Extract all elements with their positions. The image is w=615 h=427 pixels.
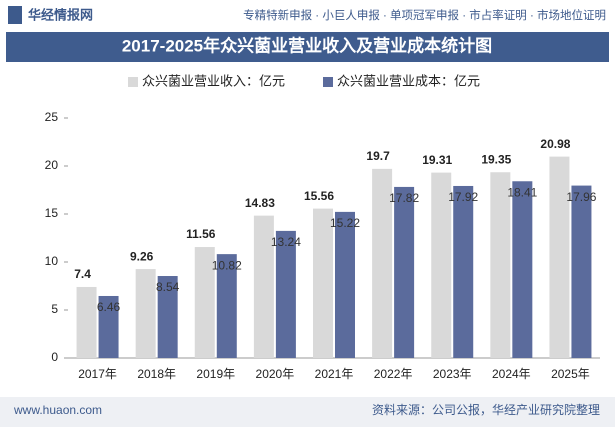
- value-label: 7.4: [74, 267, 91, 281]
- bar: [76, 286, 97, 358]
- value-label: 11.56: [186, 227, 216, 241]
- value-label: 19.31: [422, 153, 452, 167]
- bar: [216, 254, 237, 358]
- bar: [453, 185, 474, 358]
- bar: [490, 172, 511, 358]
- value-label: 19.7: [366, 149, 390, 163]
- x-tick-label: 2017年: [78, 367, 117, 381]
- value-label: 6.46: [97, 300, 121, 314]
- value-label: 10.82: [212, 258, 242, 272]
- x-tick-label: 2021年: [315, 367, 354, 381]
- x-tick-label: 2024年: [492, 367, 531, 381]
- value-label: 18.41: [507, 185, 537, 199]
- bar: [431, 172, 452, 358]
- value-label: 15.56: [304, 189, 334, 203]
- header-links[interactable]: 专精特新申报 · 小巨人申报 · 单项冠军申报 · 市占率证明 · 市场地位证明: [243, 8, 606, 22]
- value-label: 17.96: [566, 190, 596, 204]
- site-name: 华经情报网: [28, 7, 93, 22]
- y-tick-label: 0: [51, 350, 58, 364]
- y-tick-label: 5: [51, 302, 58, 316]
- value-label: 19.35: [481, 152, 511, 166]
- legend-swatch: [323, 77, 333, 87]
- bar: [394, 186, 415, 358]
- bar: [253, 215, 274, 358]
- y-tick-label: 15: [45, 206, 59, 220]
- value-label: 17.92: [448, 190, 478, 204]
- x-tick-label: 2018年: [137, 367, 176, 381]
- value-label: 15.22: [330, 216, 360, 230]
- legend-swatch: [128, 77, 138, 87]
- bar: [194, 247, 215, 358]
- value-label: 17.82: [389, 191, 419, 205]
- chart-title: 2017-2025年众兴菌业营业收入及营业成本统计图: [122, 35, 492, 55]
- value-label: 14.83: [245, 196, 275, 210]
- footer-url[interactable]: www.huaon.com: [13, 403, 102, 417]
- bar: [335, 211, 355, 358]
- y-tick-label: 10: [45, 254, 59, 268]
- logo: [8, 6, 22, 24]
- legend-label: 众兴菌业营业收入：亿元: [142, 73, 285, 88]
- x-tick-label: 2023年: [433, 367, 472, 381]
- y-tick-label: 20: [45, 158, 59, 172]
- legend-label: 众兴菌业营业成本：亿元: [337, 73, 480, 88]
- value-label: 9.26: [130, 249, 154, 263]
- bar: [157, 276, 178, 358]
- bar: [135, 269, 156, 358]
- bar: [512, 181, 533, 358]
- x-tick-label: 2022年: [374, 367, 413, 381]
- footer-bar: [0, 397, 615, 427]
- bar: [571, 185, 592, 358]
- bar: [549, 156, 570, 358]
- bar: [98, 295, 119, 358]
- x-tick-label: 2020年: [256, 367, 295, 381]
- value-label: 8.54: [156, 280, 180, 294]
- title-bar: [6, 32, 609, 62]
- value-label: 20.98: [540, 137, 570, 151]
- footer-source: 资料来源：公司公报，华经产业研究院整理: [372, 402, 600, 417]
- value-label: 13.24: [271, 235, 301, 249]
- bar: [372, 168, 393, 358]
- bar: [313, 208, 333, 358]
- y-tick-label: 25: [45, 110, 59, 124]
- bar: [275, 230, 296, 358]
- x-tick-label: 2025年: [551, 367, 590, 381]
- x-tick-label: 2019年: [196, 367, 235, 381]
